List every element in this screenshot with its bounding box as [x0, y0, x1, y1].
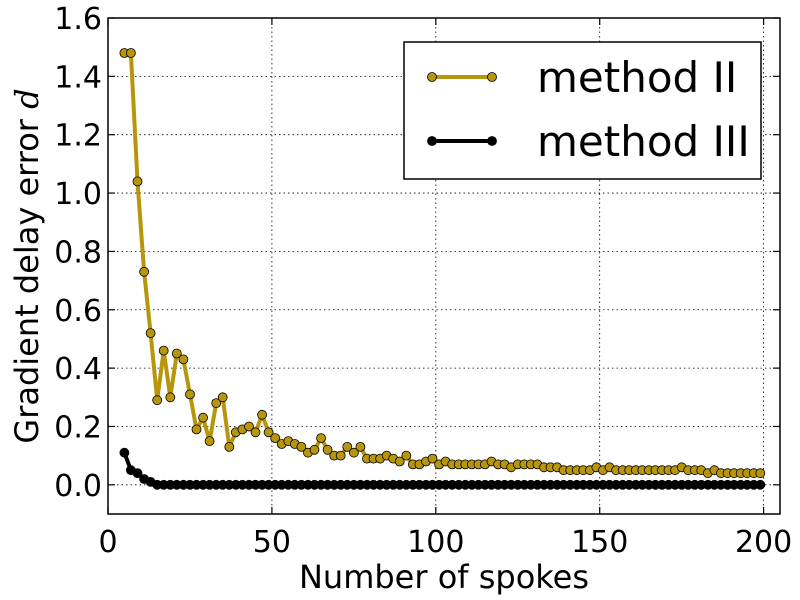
data-point: [211, 398, 222, 409]
data-point: [171, 348, 182, 359]
data-point: [178, 354, 189, 365]
legend-marker: [487, 136, 497, 146]
data-point: [309, 444, 320, 455]
data-point: [427, 453, 438, 464]
data-point: [355, 441, 366, 452]
data-point: [132, 176, 143, 187]
y-tick-label: 1.4: [54, 60, 102, 95]
legend: method II method III: [403, 41, 762, 180]
series-2: [119, 447, 766, 490]
x-axis-label: Number of spokes: [299, 558, 589, 596]
data-point: [224, 441, 235, 452]
x-tick-label: 200: [735, 525, 792, 560]
data-point: [217, 392, 228, 403]
data-point: [139, 266, 150, 277]
data-point: [185, 389, 195, 400]
data-point: [165, 392, 176, 403]
data-point: [198, 412, 209, 423]
y-axis-label: Gradient delay error d: [8, 88, 46, 443]
data-point: [244, 421, 254, 432]
y-tick-label: 0.2: [54, 410, 102, 445]
legend-entry: method III: [427, 117, 750, 166]
legend-label: method III: [537, 117, 750, 166]
data-point: [322, 444, 333, 455]
y-tick-label: 1.6: [54, 2, 102, 37]
data-point: [755, 479, 766, 490]
legend-marker: [427, 72, 437, 82]
x-tick-label: 0: [98, 525, 117, 560]
data-point: [250, 427, 261, 438]
data-point: [401, 450, 412, 461]
data-point: [191, 424, 202, 435]
legend-box: [403, 41, 762, 180]
data-point: [145, 328, 156, 339]
legend-marker: [487, 72, 497, 82]
data-point: [296, 441, 307, 452]
y-tick-label: 0.4: [54, 352, 102, 387]
data-point: [132, 468, 143, 479]
y-tick-label: 0.8: [54, 235, 102, 270]
series-layer: [119, 48, 766, 490]
x-tick-label: 150: [571, 525, 628, 560]
legend-entry: method II: [427, 53, 737, 102]
data-point: [152, 395, 163, 406]
series-1: [119, 48, 766, 479]
data-point: [257, 409, 268, 420]
data-point: [342, 441, 353, 452]
data-point: [394, 456, 405, 467]
y-axis-label-text: Gradient delay error: [8, 109, 46, 444]
y-tick-label: 1.0: [54, 177, 102, 212]
data-point: [348, 447, 359, 458]
x-tick-label: 50: [253, 525, 291, 560]
plot-frame: [107, 17, 781, 515]
data-point: [316, 433, 327, 444]
legend-label: method II: [537, 53, 737, 102]
data-point: [204, 436, 215, 447]
data-point: [158, 345, 169, 356]
y-axis-label-symbol: d: [8, 88, 46, 108]
data-point: [335, 450, 346, 461]
legend-marker: [427, 136, 437, 146]
data-point: [270, 433, 281, 444]
y-tick-label: 0.6: [54, 294, 102, 329]
data-point: [755, 468, 766, 479]
data-point: [263, 427, 274, 438]
data-point: [119, 447, 130, 458]
y-tick-label: 1.2: [54, 119, 102, 154]
axis-ticks: 0 50 100 150 200 0.0 0.2 0.4 0.6 0.8 1.0 1.2 1.4 1.6: [54, 2, 792, 560]
y-tick-label: 0.0: [54, 469, 102, 504]
x-tick-label: 100: [407, 525, 464, 560]
data-point: [125, 48, 136, 58]
